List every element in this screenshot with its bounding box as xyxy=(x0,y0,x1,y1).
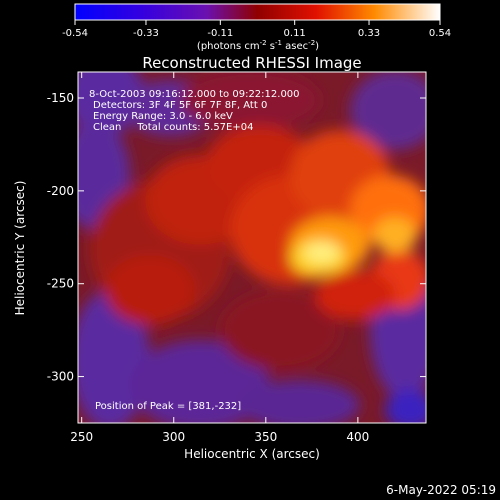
annotation-clean-counts: Clean Total counts: 5.57E+04 xyxy=(93,122,253,133)
annotation-time-range: 8-Oct-2003 09:16:12.000 to 09:22:12.000 xyxy=(89,89,300,100)
heatmap-image xyxy=(78,72,426,423)
x-axis-ticks: 250 300 350 400 xyxy=(70,72,369,444)
x-axis-label: Heliocentric X (arcsec) xyxy=(184,447,320,461)
x-tick-label: 350 xyxy=(254,430,277,444)
colorbar-tick-label: 0.33 xyxy=(358,28,380,39)
colorbar-tick-label: -0.54 xyxy=(62,28,88,39)
y-axis-ticks: -150 -200 -250 -300 xyxy=(47,91,426,384)
colorbar-tick-label: 0.11 xyxy=(284,28,306,39)
colorbar-units: (photons cm-2 s-1 asec-2) xyxy=(197,39,319,52)
y-tick-label: -250 xyxy=(47,277,74,291)
y-tick-label: -300 xyxy=(47,370,74,384)
chart-title: Reconstructed RHESSI Image xyxy=(142,54,361,72)
colorbar-tick-label: -0.33 xyxy=(133,28,159,39)
annotation-detectors: Detectors: 3F 4F 5F 6F 7F 8F, Att 0 xyxy=(93,100,267,111)
y-tick-label: -150 xyxy=(47,91,74,105)
x-tick-label: 250 xyxy=(70,430,93,444)
x-tick-label: 300 xyxy=(162,430,185,444)
footer-timestamp: 6-May-2022 05:19 xyxy=(386,483,496,497)
annotation-energy-range: Energy Range: 3.0 - 6.0 keV xyxy=(93,111,233,122)
colorbar-tick-label: 0.54 xyxy=(429,28,451,39)
colorbar-ticks: -0.54 -0.33 -0.11 0.11 0.33 0.54 xyxy=(62,20,451,39)
y-axis-label: Heliocentric Y (arcsec) xyxy=(13,181,27,316)
y-tick-label: -200 xyxy=(47,184,74,198)
annotation-peak-position: Position of Peak = [381,-232] xyxy=(95,401,241,412)
colorbar xyxy=(74,3,441,21)
plot-frame xyxy=(77,71,427,424)
x-tick-label: 400 xyxy=(346,430,369,444)
colorbar-tick-label: -0.11 xyxy=(207,28,233,39)
